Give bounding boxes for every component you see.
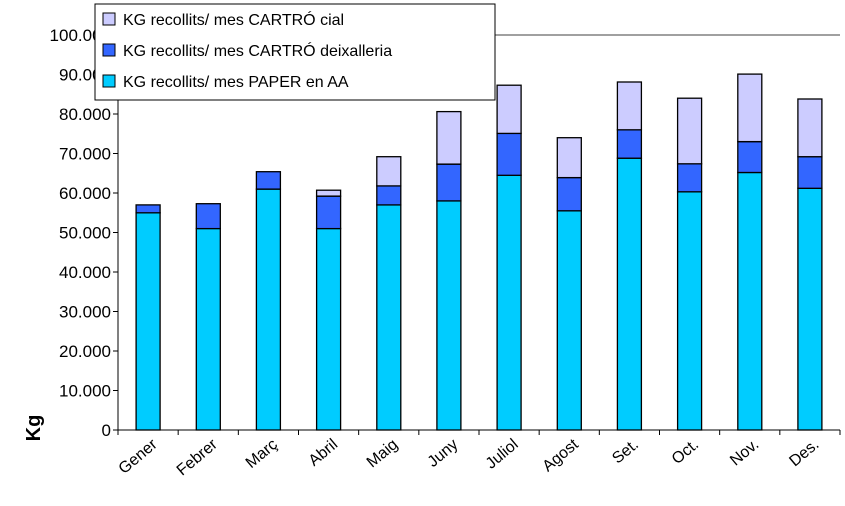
y-tick-label: 40.000 bbox=[59, 263, 111, 282]
y-tick-label: 50.000 bbox=[59, 224, 111, 243]
x-tick-label: Des. bbox=[786, 436, 822, 470]
x-tick-label: Juliol bbox=[483, 436, 522, 472]
x-ticks-group: Gener Febrer Març Abril Maig Juny Juliol Agost S… bbox=[116, 430, 841, 480]
bar-2-8 bbox=[556, 176, 582, 212]
bar-2-11 bbox=[737, 141, 763, 174]
legend-label: KG recollits/ mes CARTRÓ deixalleria bbox=[123, 41, 392, 60]
x-tick-label: Oct. bbox=[669, 436, 702, 468]
x-tick-label: Agost bbox=[540, 436, 583, 476]
bar-2-7 bbox=[496, 132, 522, 176]
x-tick-label: Set. bbox=[609, 436, 642, 467]
bar-2-2 bbox=[195, 203, 221, 230]
bar-2-12 bbox=[797, 156, 823, 189]
bar-2-3 bbox=[255, 171, 282, 190]
bar-3-9 bbox=[616, 81, 643, 131]
y-axis-label: Kg bbox=[23, 415, 45, 442]
bar-3-10 bbox=[676, 97, 703, 165]
bars-group bbox=[135, 73, 823, 431]
bar-2-6 bbox=[436, 163, 462, 202]
bar-1-2 bbox=[195, 227, 221, 431]
bar-1-6 bbox=[436, 200, 462, 431]
y-tick-label: 20.000 bbox=[59, 342, 111, 361]
bar-3-12 bbox=[797, 98, 823, 158]
legend-swatch bbox=[102, 43, 116, 57]
legend-swatch bbox=[102, 74, 116, 88]
legend-label: KG recollits/ mes CARTRÓ cial bbox=[123, 10, 344, 29]
y-tick-label: 0 bbox=[102, 421, 111, 440]
bar-3-8 bbox=[556, 137, 582, 179]
bar-1-9 bbox=[616, 157, 643, 431]
y-tick-label: 60.000 bbox=[59, 184, 111, 203]
bar-3-4 bbox=[315, 189, 342, 197]
y-tick-label: 80.000 bbox=[59, 105, 111, 124]
y-tick-label: 70.000 bbox=[59, 145, 111, 164]
bar-3-11 bbox=[737, 73, 763, 143]
bar-3-6 bbox=[436, 110, 462, 165]
x-tick-label: Febrer bbox=[174, 436, 222, 480]
bar-1-11 bbox=[737, 171, 763, 431]
legend-swatch bbox=[102, 12, 116, 26]
y-tick-label: 30.000 bbox=[59, 303, 111, 322]
bar-2-9 bbox=[616, 129, 643, 159]
bar-1-3 bbox=[255, 188, 282, 431]
legend-label: KG recollits/ mes PAPER en AA bbox=[123, 74, 349, 91]
bar-1-4 bbox=[315, 227, 342, 431]
bar-2-4 bbox=[315, 195, 342, 230]
legend-box bbox=[94, 3, 496, 101]
legend: KG recollits/ mes CARTRÓ cial KG recollit… bbox=[94, 3, 496, 101]
bar-1-8 bbox=[556, 210, 582, 431]
bar-1-5 bbox=[376, 204, 402, 431]
bar-1-7 bbox=[496, 174, 522, 431]
bar-2-10 bbox=[676, 163, 703, 193]
x-tick-label: Abril bbox=[306, 436, 341, 470]
x-tick-label: Juny bbox=[425, 436, 462, 471]
bar-3-5 bbox=[376, 156, 402, 187]
bar-3-7 bbox=[496, 84, 522, 135]
x-tick-label: Nov. bbox=[727, 436, 762, 469]
bar-1-1 bbox=[135, 212, 161, 431]
x-tick-label: Maig bbox=[364, 436, 401, 471]
bar-1-10 bbox=[676, 191, 703, 431]
x-tick-label: Març bbox=[243, 436, 281, 472]
bar-2-1 bbox=[135, 204, 161, 214]
y-tick-label: 10.000 bbox=[59, 382, 111, 401]
bar-2-5 bbox=[376, 185, 402, 206]
x-tick-label: Gener bbox=[116, 436, 162, 478]
bar-1-12 bbox=[797, 187, 823, 431]
